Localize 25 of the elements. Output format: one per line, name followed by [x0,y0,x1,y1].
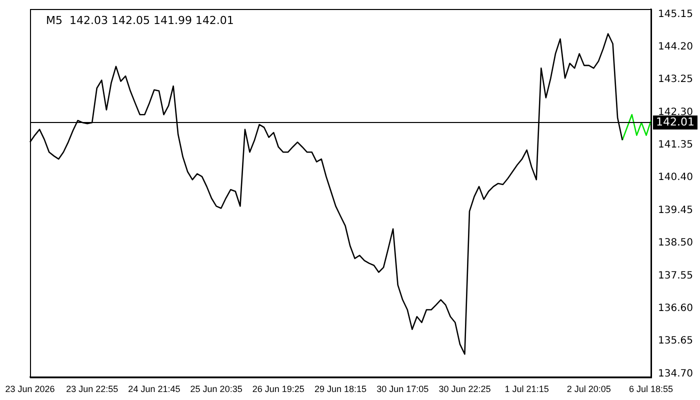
y-tick-label: 138.50 [658,238,694,249]
x-tick-label: 23 Jun 2026 [5,384,55,394]
y-tick-label: 142.30 [658,106,694,118]
x-tick-label: 30 Jun 22:25 [438,384,491,394]
y-tick-label: 135.65 [658,336,694,347]
y-tick-label: 136.60 [658,302,694,314]
x-tick-label: 23 Jun 22:55 [66,384,118,394]
y-tick-label: 143.25 [658,74,694,86]
x-tick-label: 2 Jul 20:05 [566,384,611,394]
x-tick-label: 24 Jun 21:45 [128,384,180,394]
y-tick-label: 139.45 [658,204,694,216]
x-tick-label: 25 Jun 20:35 [190,384,242,394]
y-tick-label: 140.40 [658,172,694,184]
x-tick-label: 30 Jun 17:05 [376,384,429,394]
x-tick-label: 6 Jul 18:55 [628,384,674,394]
y-tick-label: 144.20 [658,41,694,52]
y-tick-label: 141.35 [658,140,694,151]
x-tick-label: 29 Jun 18:15 [314,384,367,394]
x-tick-label: 1 Jul 21:15 [504,384,549,394]
y-tick-label: 134.70 [658,368,694,380]
y-tick-label: 145.15 [658,8,694,20]
text: M5 142.03 142.05 141.99 142.01 [46,14,234,27]
y-tick-label: 137.55 [658,270,694,282]
x-tick-label: 26 Jun 19:25 [252,384,304,394]
ref-line-label: 142.01 [656,115,695,128]
